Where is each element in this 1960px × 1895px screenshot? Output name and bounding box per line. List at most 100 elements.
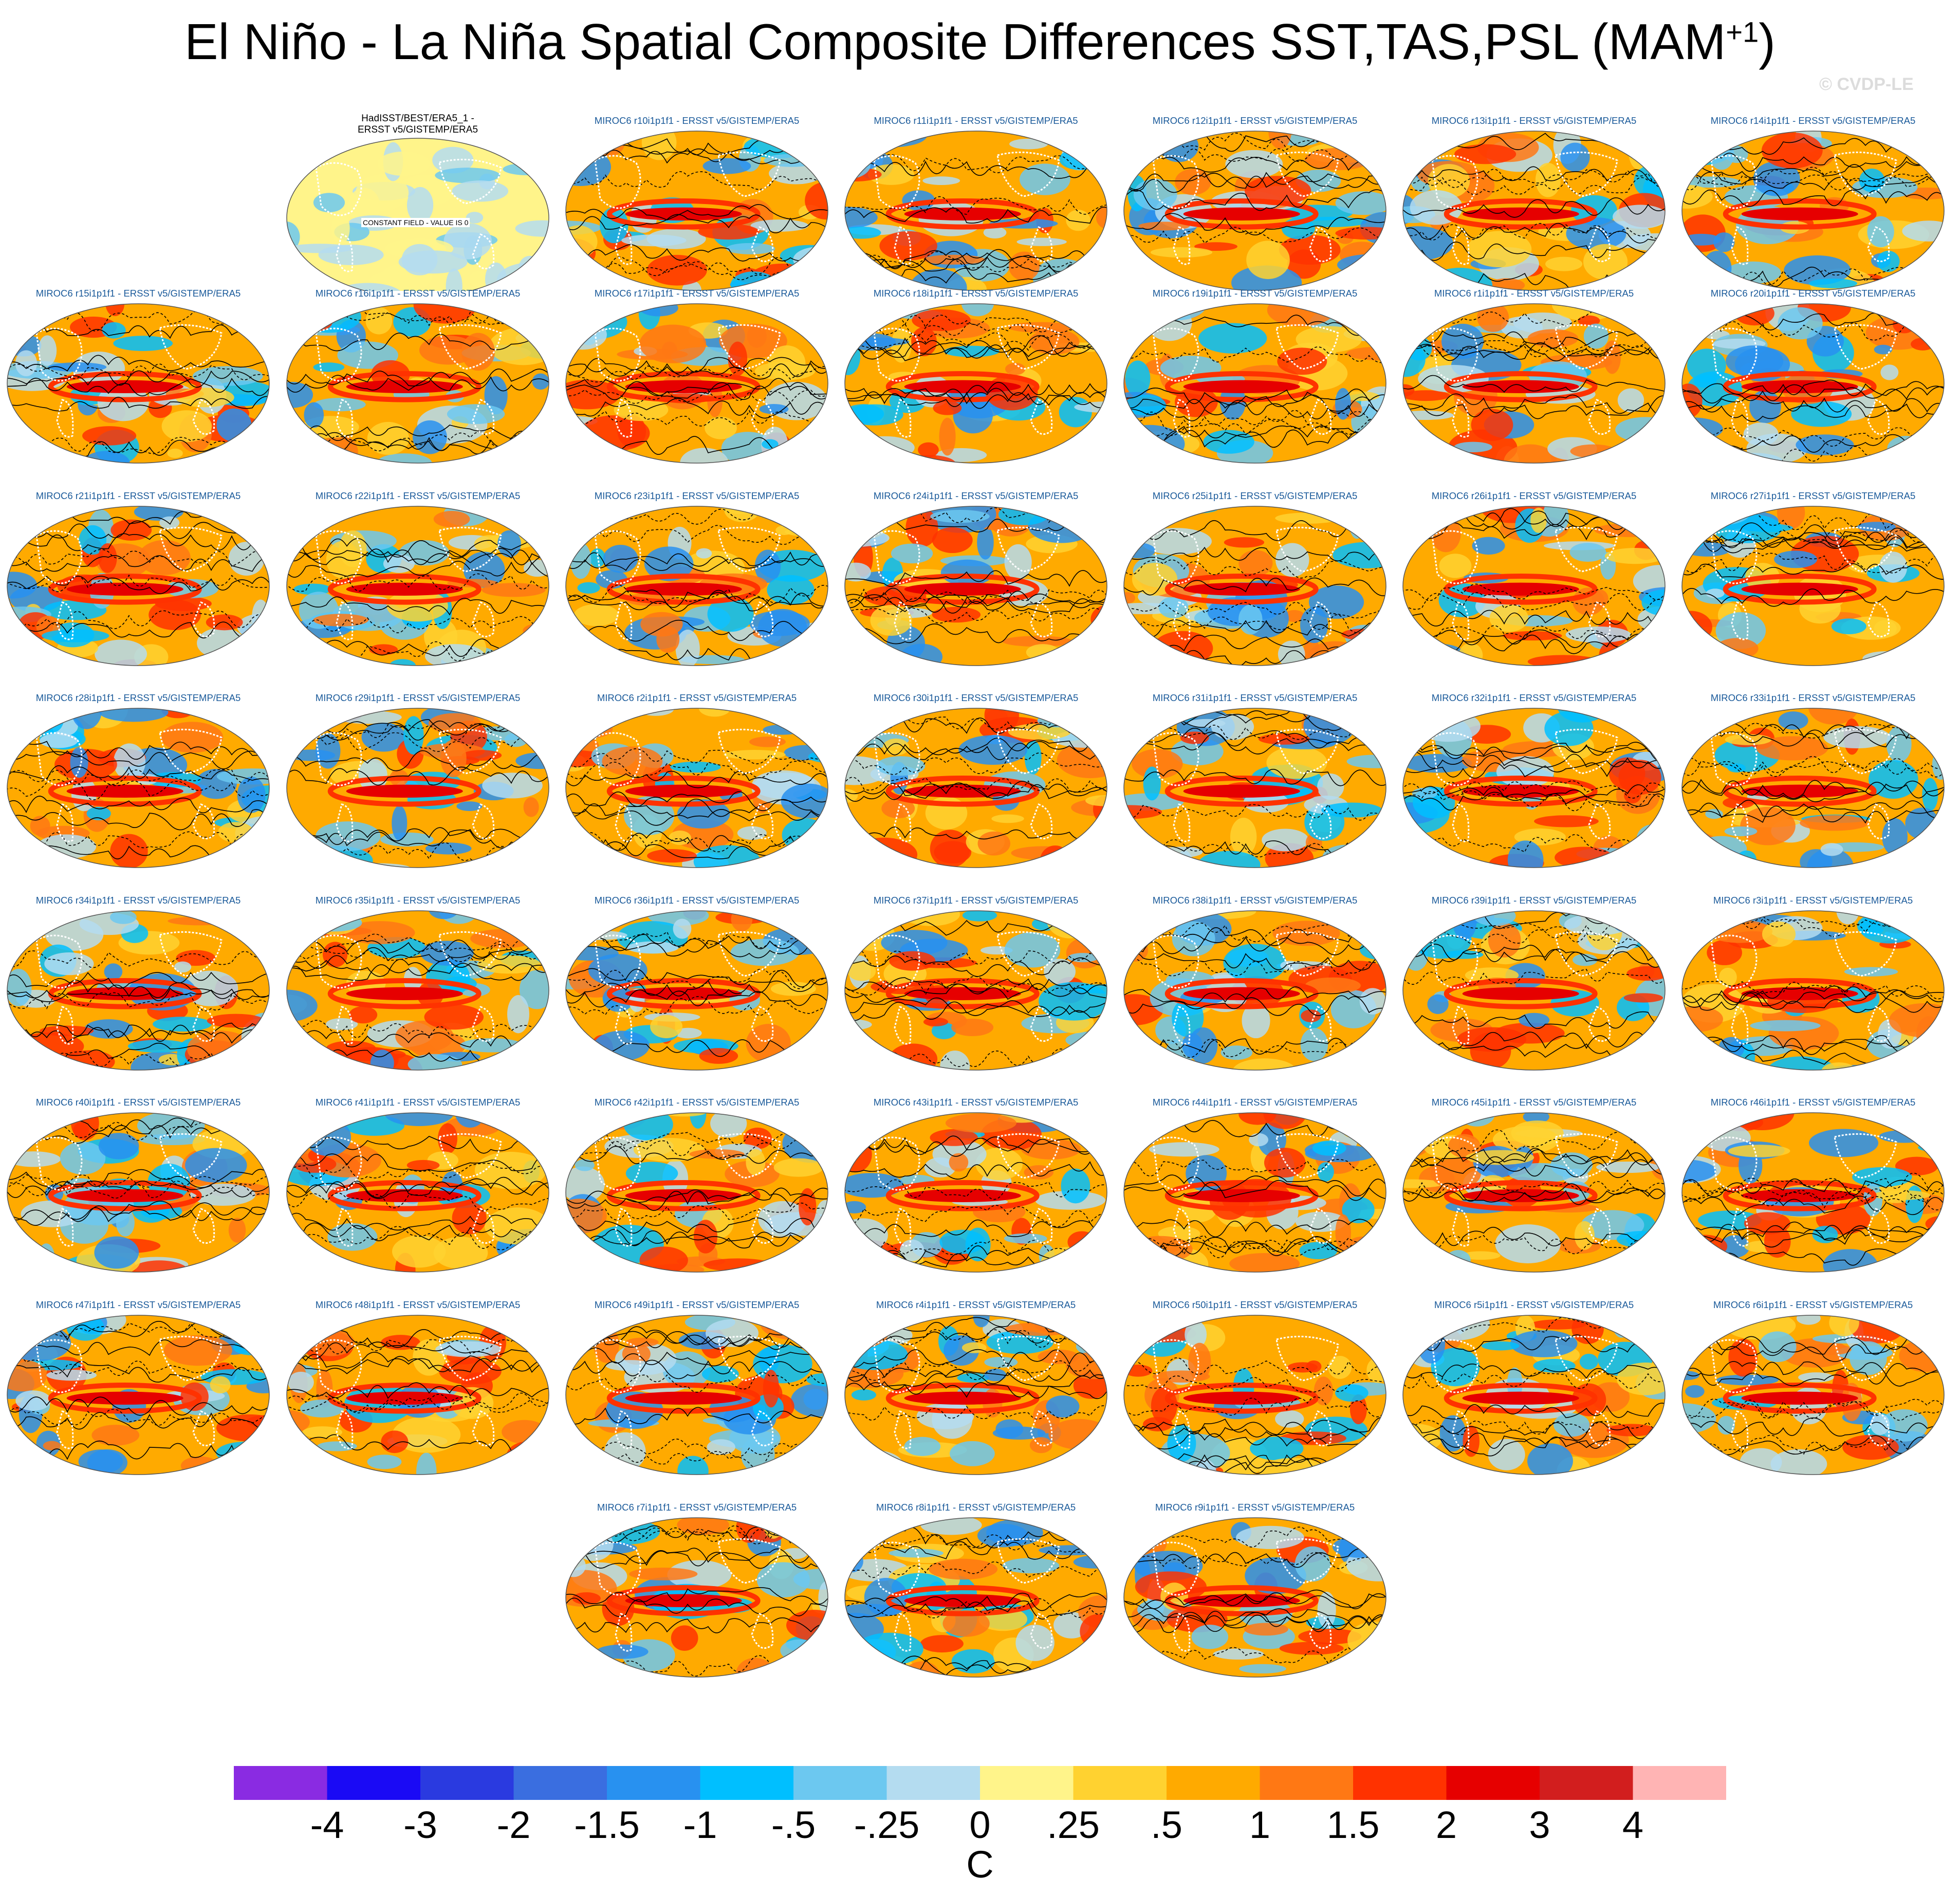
globe-map	[1681, 1112, 1945, 1273]
member-panel-title: MIROC6 r4i1p1f1 - ERSST v5/GISTEMP/ERA5	[876, 1299, 1076, 1310]
colorbar-tick-label: 3	[1529, 1804, 1550, 1846]
globe-map	[1402, 506, 1666, 666]
member-panel-title: MIROC6 r18i1p1f1 - ERSST v5/GISTEMP/ERA5	[873, 288, 1079, 299]
globe-map	[1123, 1112, 1386, 1273]
colorbar-swatch	[1073, 1766, 1167, 1800]
globe-map	[1402, 131, 1666, 291]
globe-map	[1402, 1112, 1666, 1273]
observation-panel: HadISST/BEST/ERA5_1 - ERSST v5/GISTEMP/ER…	[282, 113, 554, 300]
member-panel: MIROC6 r17i1p1f1 - ERSST v5/GISTEMP/ERA5	[561, 288, 833, 473]
globe-map	[1123, 1517, 1386, 1678]
colorbar-swatch	[607, 1766, 700, 1800]
globe-map	[1123, 708, 1386, 868]
colorbar-swatch	[420, 1766, 514, 1800]
globe-map	[844, 1517, 1107, 1678]
member-panel: MIROC6 r30i1p1f1 - ERSST v5/GISTEMP/ERA5	[840, 692, 1112, 877]
globe-map	[1123, 910, 1386, 1071]
member-panel-title: MIROC6 r15i1p1f1 - ERSST v5/GISTEMP/ERA5	[35, 288, 241, 299]
member-panel-title: MIROC6 r9i1p1f1 - ERSST v5/GISTEMP/ERA5	[1155, 1502, 1355, 1513]
member-panel-title: MIROC6 r1i1p1f1 - ERSST v5/GISTEMP/ERA5	[1434, 288, 1634, 299]
globe-map	[286, 303, 549, 464]
globe-map	[565, 1517, 828, 1678]
colorbar-tick-label: -3	[403, 1804, 437, 1846]
globe-map	[1123, 1315, 1386, 1475]
colorbar-tick-label: -.25	[854, 1804, 920, 1846]
globe-map	[1123, 131, 1386, 291]
member-panel-title: MIROC6 r32i1p1f1 - ERSST v5/GISTEMP/ERA5	[1431, 692, 1637, 703]
member-panel: MIROC6 r50i1p1f1 - ERSST v5/GISTEMP/ERA5	[1119, 1299, 1391, 1484]
colorbar-swatch	[234, 1766, 327, 1800]
member-panel: MIROC6 r7i1p1f1 - ERSST v5/GISTEMP/ERA5	[561, 1502, 833, 1687]
colorbar-tick-label: 0	[969, 1804, 991, 1846]
member-panel-title: MIROC6 r33i1p1f1 - ERSST v5/GISTEMP/ERA5	[1710, 692, 1916, 703]
member-panel: MIROC6 r46i1p1f1 - ERSST v5/GISTEMP/ERA5	[1677, 1097, 1949, 1282]
member-panel: MIROC6 r33i1p1f1 - ERSST v5/GISTEMP/ERA5	[1677, 692, 1949, 877]
member-panel: MIROC6 r39i1p1f1 - ERSST v5/GISTEMP/ERA5	[1398, 895, 1670, 1080]
member-panel: MIROC6 r22i1p1f1 - ERSST v5/GISTEMP/ERA5	[282, 490, 554, 675]
member-panel: MIROC6 r40i1p1f1 - ERSST v5/GISTEMP/ERA5	[2, 1097, 274, 1282]
colorbar-tick-label: 1.5	[1326, 1804, 1380, 1846]
member-panel: MIROC6 r49i1p1f1 - ERSST v5/GISTEMP/ERA5	[561, 1299, 833, 1484]
member-panel-title: MIROC6 r14i1p1f1 - ERSST v5/GISTEMP/ERA5	[1710, 115, 1916, 126]
member-panel: MIROC6 r24i1p1f1 - ERSST v5/GISTEMP/ERA5	[840, 490, 1112, 675]
globe-map	[286, 910, 549, 1071]
member-panel-title: MIROC6 r42i1p1f1 - ERSST v5/GISTEMP/ERA5	[594, 1097, 800, 1108]
member-panel-title: MIROC6 r22i1p1f1 - ERSST v5/GISTEMP/ERA5	[315, 490, 521, 501]
member-panel: MIROC6 r43i1p1f1 - ERSST v5/GISTEMP/ERA5	[840, 1097, 1112, 1282]
member-panel: MIROC6 r16i1p1f1 - ERSST v5/GISTEMP/ERA5	[282, 288, 554, 473]
colorbar-swatch	[1260, 1766, 1354, 1800]
globe-map	[565, 708, 828, 868]
globe-map	[844, 708, 1107, 868]
member-panel: MIROC6 r48i1p1f1 - ERSST v5/GISTEMP/ERA5	[282, 1299, 554, 1484]
member-panel: MIROC6 r20i1p1f1 - ERSST v5/GISTEMP/ERA5	[1677, 288, 1949, 473]
member-panel: MIROC6 r15i1p1f1 - ERSST v5/GISTEMP/ERA5	[2, 288, 274, 473]
member-panel: MIROC6 r10i1p1f1 - ERSST v5/GISTEMP/ERA5	[561, 115, 833, 300]
colorbar-swatch	[513, 1766, 607, 1800]
member-panel-title: MIROC6 r47i1p1f1 - ERSST v5/GISTEMP/ERA5	[35, 1299, 241, 1310]
globe-map	[7, 1315, 270, 1475]
member-panel-title: MIROC6 r13i1p1f1 - ERSST v5/GISTEMP/ERA5	[1431, 115, 1637, 126]
member-panel-title: MIROC6 r17i1p1f1 - ERSST v5/GISTEMP/ERA5	[594, 288, 800, 299]
member-panel: MIROC6 r4i1p1f1 - ERSST v5/GISTEMP/ERA5	[840, 1299, 1112, 1484]
globe-map	[565, 506, 828, 666]
member-panel: MIROC6 r3i1p1f1 - ERSST v5/GISTEMP/ERA5	[1677, 895, 1949, 1080]
globe-map	[1681, 506, 1945, 666]
member-panel-title: MIROC6 r23i1p1f1 - ERSST v5/GISTEMP/ERA5	[594, 490, 800, 501]
member-panel-title: MIROC6 r36i1p1f1 - ERSST v5/GISTEMP/ERA5	[594, 895, 800, 906]
globe-map	[565, 910, 828, 1071]
globe-map	[7, 303, 270, 464]
member-panel: MIROC6 r47i1p1f1 - ERSST v5/GISTEMP/ERA5	[2, 1299, 274, 1484]
member-panel: MIROC6 r32i1p1f1 - ERSST v5/GISTEMP/ERA5	[1398, 692, 1670, 877]
member-panel-title: MIROC6 r29i1p1f1 - ERSST v5/GISTEMP/ERA5	[315, 692, 521, 703]
member-panel: MIROC6 r38i1p1f1 - ERSST v5/GISTEMP/ERA5	[1119, 895, 1391, 1080]
watermark: © CVDP-LE	[1819, 75, 1914, 94]
member-panel-title: MIROC6 r46i1p1f1 - ERSST v5/GISTEMP/ERA5	[1710, 1097, 1916, 1108]
member-panel-title: MIROC6 r11i1p1f1 - ERSST v5/GISTEMP/ERA5	[874, 115, 1078, 126]
member-panel-title: MIROC6 r43i1p1f1 - ERSST v5/GISTEMP/ERA5	[873, 1097, 1079, 1108]
member-panel-title: MIROC6 r8i1p1f1 - ERSST v5/GISTEMP/ERA5	[876, 1502, 1076, 1513]
member-panel: MIROC6 r25i1p1f1 - ERSST v5/GISTEMP/ERA5	[1119, 490, 1391, 675]
member-panel-title: MIROC6 r30i1p1f1 - ERSST v5/GISTEMP/ERA5	[873, 692, 1079, 703]
member-panel: MIROC6 r27i1p1f1 - ERSST v5/GISTEMP/ERA5	[1677, 490, 1949, 675]
member-panel: MIROC6 r31i1p1f1 - ERSST v5/GISTEMP/ERA5	[1119, 692, 1391, 877]
colorbar-tick-label: -.5	[771, 1804, 816, 1846]
colorbar-swatch	[700, 1766, 794, 1800]
member-panel: MIROC6 r8i1p1f1 - ERSST v5/GISTEMP/ERA5	[840, 1502, 1112, 1687]
member-panel: MIROC6 r37i1p1f1 - ERSST v5/GISTEMP/ERA5	[840, 895, 1112, 1080]
globe-map	[1123, 303, 1386, 464]
member-panel: MIROC6 r13i1p1f1 - ERSST v5/GISTEMP/ERA5	[1398, 115, 1670, 300]
member-panel-title: MIROC6 r45i1p1f1 - ERSST v5/GISTEMP/ERA5	[1431, 1097, 1637, 1108]
globe-map	[286, 506, 549, 666]
globe-map	[286, 138, 549, 291]
colorbar-swatch	[1353, 1766, 1447, 1800]
member-panel-title: MIROC6 r19i1p1f1 - ERSST v5/GISTEMP/ERA5	[1152, 288, 1358, 299]
member-panel: MIROC6 r28i1p1f1 - ERSST v5/GISTEMP/ERA5	[2, 692, 274, 877]
member-panel: MIROC6 r41i1p1f1 - ERSST v5/GISTEMP/ERA5	[282, 1097, 554, 1282]
member-panel-title: MIROC6 r6i1p1f1 - ERSST v5/GISTEMP/ERA5	[1713, 1299, 1913, 1310]
colorbar-tick-label: .25	[1047, 1804, 1100, 1846]
member-panel: MIROC6 r21i1p1f1 - ERSST v5/GISTEMP/ERA5	[2, 490, 274, 675]
globe-map	[1402, 303, 1666, 464]
page-title: El Niño - La Niña Spatial Composite Diff…	[184, 13, 1776, 70]
member-panel-title: MIROC6 r28i1p1f1 - ERSST v5/GISTEMP/ERA5	[35, 692, 241, 703]
member-panel: MIROC6 r18i1p1f1 - ERSST v5/GISTEMP/ERA5	[840, 288, 1112, 473]
